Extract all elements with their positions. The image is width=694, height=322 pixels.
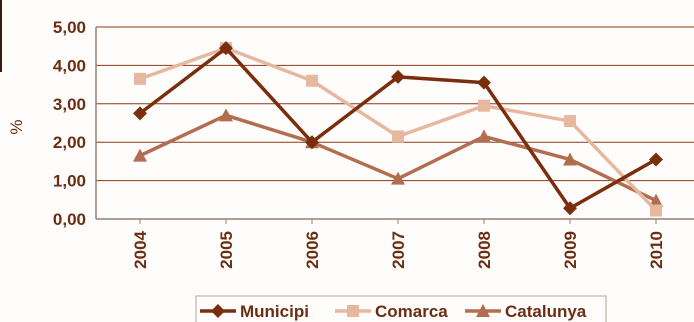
legend-label: Municipi [240,302,309,321]
x-tick-label: 2005 [217,231,236,269]
data-point [477,75,491,90]
y-tick-label: 2,00 [53,133,86,152]
x-tick-label: 2010 [647,231,666,269]
legend-swatch-marker [476,304,490,317]
series-municipi [133,41,663,216]
data-point [133,106,147,121]
data-point [649,193,663,207]
y-tick-label: 4,00 [53,56,86,75]
legend-item-catalunya: Catalunya [465,302,587,321]
x-tick-label: 2006 [303,231,322,269]
series-catalunya [133,108,663,207]
legend-item-municipi: Municipi [200,302,309,321]
x-tick-label: 2004 [131,230,150,268]
y-tick-labels: 0,00 1,00 2,00 3,00 4,00 5,00 [53,18,86,229]
data-point [306,74,318,87]
data-point [563,152,577,166]
legend-label: Comarca [375,302,448,321]
legend: Municipi Comarca Catalunya [195,295,607,322]
data-point [563,201,577,216]
data-point [219,41,233,56]
x-tick-label: 2009 [561,231,580,269]
y-tick-label: 1,00 [53,172,86,191]
data-point [478,99,490,112]
series-group [133,41,663,217]
data-point [477,129,491,143]
y-tick-label: 5,00 [53,18,86,37]
data-point [133,148,147,162]
legend-label: Catalunya [505,302,587,321]
data-point [650,204,662,217]
data-point [391,171,405,185]
x-tick-labels: 2004 2005 2006 2007 2008 2009 2010 [131,219,666,269]
legend-item-comarca: Comarca [335,302,448,321]
data-point [219,108,233,122]
y-axis-label: % [7,119,26,134]
data-point [649,152,663,167]
data-point [391,69,405,84]
data-point [392,130,404,143]
data-point [305,135,319,150]
y-tick-label: 0,00 [53,210,86,229]
legend-box [195,295,607,322]
legend-swatch-marker [347,305,359,317]
legend-swatch-marker [211,304,225,318]
data-point [134,72,146,85]
x-tick-label: 2008 [475,231,494,269]
x-tick-label: 2007 [389,231,408,269]
data-point [564,115,576,128]
y-tick-label: 3,00 [53,95,86,114]
